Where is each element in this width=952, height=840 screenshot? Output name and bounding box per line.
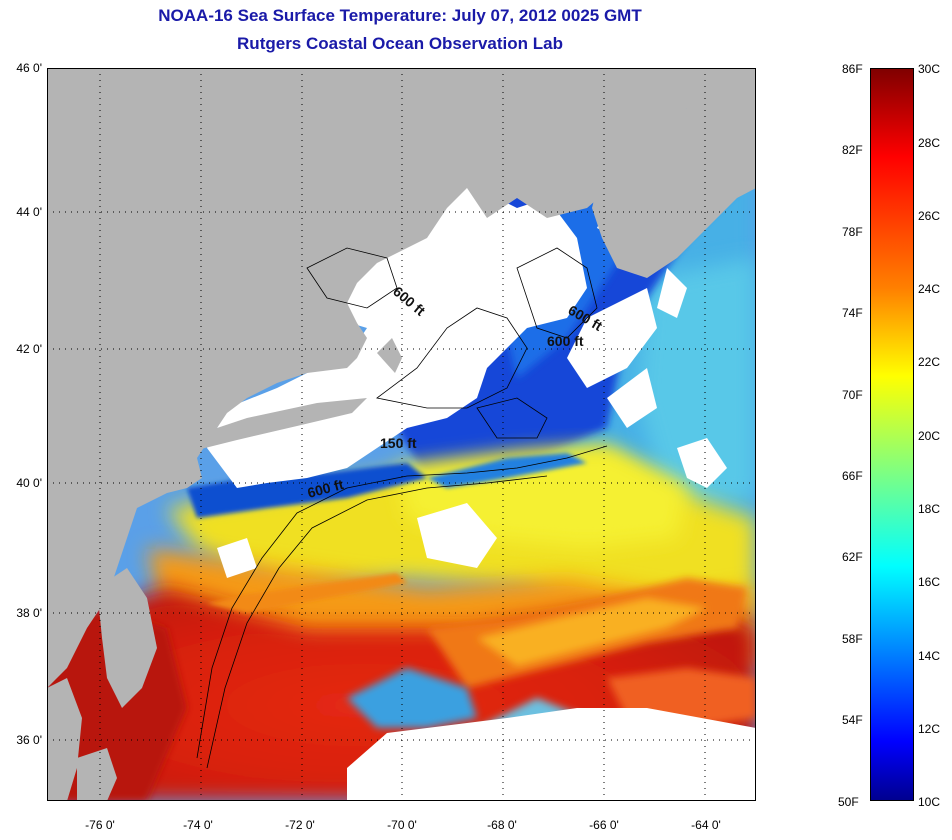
- colorbar-f-label-74: 74F: [842, 306, 863, 320]
- colorbar-c-label-28: 28C: [918, 136, 941, 150]
- colorbar-f-label-54: 54F: [842, 713, 863, 727]
- colorbar-c-label-14: 14C: [918, 649, 941, 663]
- map-frame: [47, 68, 756, 801]
- lon-label-76: -76 0': [85, 818, 115, 832]
- colorbar-c-label-22: 22C: [918, 355, 941, 369]
- colorbar-f-label-62: 62F: [842, 550, 863, 564]
- lon-label-74: -74 0': [183, 818, 213, 832]
- land-mass: [47, 68, 756, 801]
- lat-label-38: 38 0': [16, 606, 42, 620]
- colorbar-f-label-70: 70F: [842, 388, 863, 402]
- lat-label-40: 40 0': [16, 476, 42, 490]
- colorbar-c-label-24: 24C: [918, 282, 941, 296]
- lon-label-64: -64 0': [691, 818, 721, 832]
- lon-label-68: -68 0': [487, 818, 517, 832]
- colorbar-c-label-18: 18C: [918, 502, 941, 516]
- colorbar-f-label-58: 58F: [842, 632, 863, 646]
- lat-label-44: 44 0': [16, 205, 42, 219]
- colorbar-f-label-50: 50F: [838, 795, 859, 809]
- colorbar-c-label-26: 26C: [918, 209, 941, 223]
- colorbar-f-label-86: 86F: [842, 62, 863, 76]
- contour-label-150ft: 150 ft: [380, 435, 417, 451]
- bathymetry-contours: [196, 247, 608, 769]
- colorbar-c-label-10: 10C: [918, 795, 941, 809]
- graticule: [47, 68, 756, 801]
- contour-label-600ft-c: 600 ft: [547, 333, 584, 349]
- colorbar-f-label-66: 66F: [842, 469, 863, 483]
- lat-label-46: 46 0': [16, 61, 42, 75]
- map-subtitle: Rutgers Coastal Ocean Observation Lab: [237, 34, 563, 53]
- colorbar-c-label-20: 20C: [918, 429, 941, 443]
- colorbar-c-label-12: 12C: [918, 722, 941, 736]
- lat-label-42: 42 0': [16, 342, 42, 356]
- map-title: NOAA-16 Sea Surface Temperature: July 07…: [158, 6, 642, 25]
- colorbar-c-label-30: 30C: [918, 62, 941, 76]
- colorbar-f-label-82: 82F: [842, 143, 863, 157]
- sst-map: 600 ft 600 ft 600 ft 150 ft 600 ft: [47, 68, 756, 801]
- temperature-colorbar: [870, 68, 914, 801]
- lon-label-70: -70 0': [387, 818, 417, 832]
- colorbar-f-label-78: 78F: [842, 225, 863, 239]
- lon-label-66: -66 0': [589, 818, 619, 832]
- lat-label-36: 36 0': [16, 733, 42, 747]
- lon-label-72: -72 0': [285, 818, 315, 832]
- colorbar-c-label-16: 16C: [918, 575, 941, 589]
